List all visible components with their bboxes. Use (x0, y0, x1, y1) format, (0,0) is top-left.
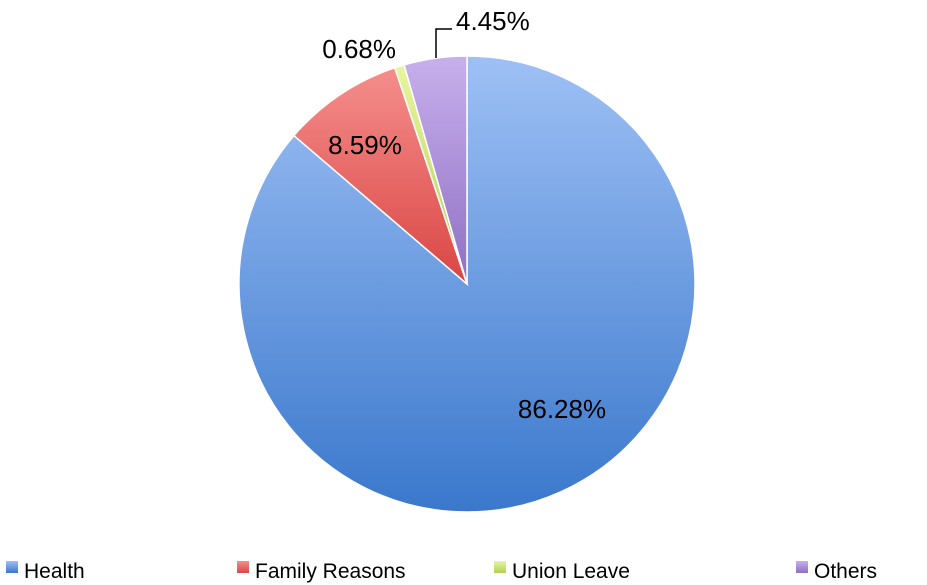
pie-slice-others (403, 55, 468, 285)
data-label-health: 86.28% (518, 394, 606, 424)
legend-label-family-reasons: Family Reasons (255, 560, 406, 583)
legend-swatch-health (6, 561, 18, 573)
legend-label-health: Health (24, 560, 85, 583)
legend-swatch-others (796, 561, 808, 573)
legend-label-union-leave: Union Leave (512, 560, 630, 583)
pie-slice-family-reasons (292, 66, 469, 287)
pie-slices (238, 55, 696, 513)
legend-swatch-union-leave (494, 561, 506, 573)
legend-label-others: Others (814, 560, 877, 583)
data-label-others: 4.45% (456, 6, 530, 36)
pie-data-labels: 86.28% 8.59% 0.68% 4.45% (322, 6, 606, 424)
data-label-family-reasons: 8.59% (328, 130, 402, 160)
data-label-union-leave: 0.68% (322, 34, 396, 64)
legend: Health Family Reasons Union Leave Others (6, 560, 877, 583)
leader-line-others (435, 28, 452, 58)
legend-swatch-family-reasons (237, 561, 249, 573)
pie-slice-health (238, 55, 696, 513)
